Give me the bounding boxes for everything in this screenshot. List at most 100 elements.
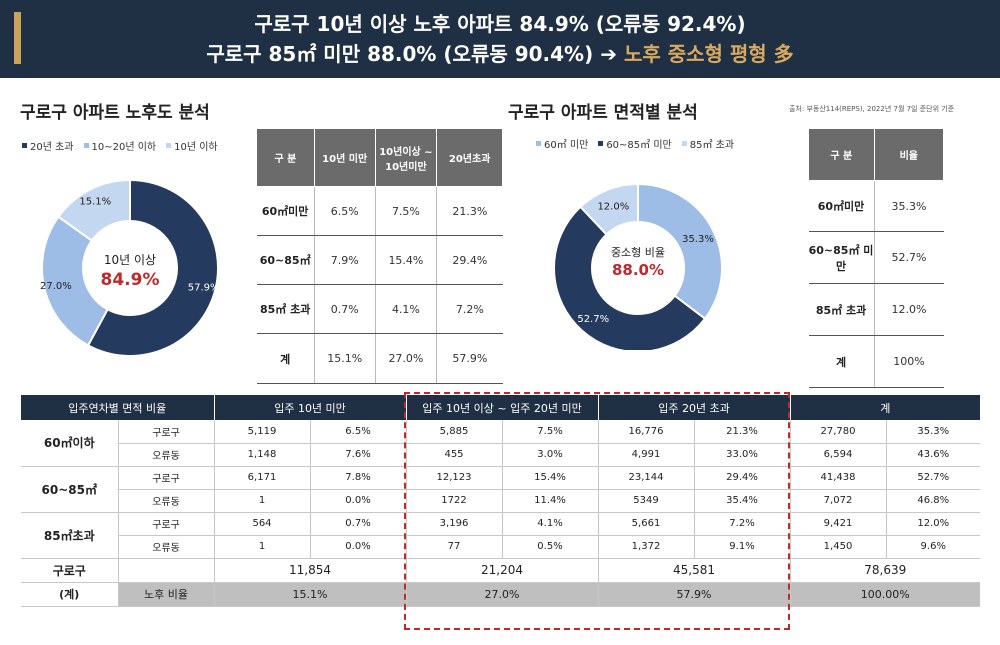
legend-item: 20년 초과 bbox=[22, 138, 74, 153]
slice-label: 15.1% bbox=[79, 196, 111, 207]
donut-slice bbox=[637, 182, 723, 321]
cell: 9.6% bbox=[885, 535, 980, 559]
cell: 52.7% bbox=[873, 231, 944, 284]
total-cell: 11,854 bbox=[213, 558, 406, 583]
total-cell: 21,204 bbox=[405, 558, 598, 583]
cell: 46.8% bbox=[885, 489, 980, 513]
legend-label: 20년 초과 bbox=[30, 142, 74, 153]
row-label: 60~85㎡ bbox=[256, 235, 315, 285]
slice-label: 35.3% bbox=[682, 234, 714, 245]
table-row: 60㎡미만 35.3% bbox=[808, 180, 944, 232]
cell: 5,119 bbox=[213, 420, 310, 444]
legend-item: 10~20년 이하 bbox=[83, 138, 157, 153]
total-cell: 45,581 bbox=[597, 558, 790, 583]
cell: 6,594 bbox=[789, 443, 886, 467]
slice-label: 27.0% bbox=[40, 281, 72, 292]
table-header: 입주연차별 면적 비율 bbox=[21, 395, 214, 420]
legend-swatch bbox=[22, 143, 27, 148]
table-row: 60㎡이하 구로구 5,119 6.5% 5,885 7.5% 16,776 21.3% 27,… bbox=[21, 420, 980, 467]
donut-center-value: 84.9% bbox=[101, 270, 160, 290]
table-header: 입주 20년 초과 bbox=[597, 395, 790, 420]
cell: 23,144 bbox=[597, 466, 694, 490]
left-legend: 20년 초과 10~20년 이하 10년 이하 bbox=[22, 138, 218, 153]
cell: 455 bbox=[405, 443, 502, 467]
cell: 9.1% bbox=[693, 535, 790, 559]
cell: 11.4% bbox=[501, 489, 598, 513]
cell: 33.0% bbox=[693, 443, 790, 467]
cell: 1 bbox=[213, 489, 310, 513]
table-row: 60㎡미만 6.5% 7.5% 21.3% bbox=[256, 186, 503, 236]
cell: 1,148 bbox=[213, 443, 310, 467]
ratio-cell: 27.0% bbox=[405, 582, 598, 607]
cell: 7,072 bbox=[789, 489, 886, 513]
table-row: 85㎡초과 구로구 564 0.7% 3,196 4.1% 5,661 7.2% 9,421 12… bbox=[21, 512, 980, 559]
ratio-label: (계) bbox=[21, 582, 118, 607]
cell: 41,438 bbox=[789, 466, 886, 490]
age-ratio-table: 구 분 10년 미만 10년이상 ~ 10년미만 20년초과 60㎡미만 6.5… bbox=[256, 128, 503, 384]
cell: 0.0% bbox=[309, 489, 406, 513]
table-header: 입주 10년 미만 bbox=[213, 395, 406, 420]
donut-slice bbox=[57, 178, 131, 243]
headline-highlight: 노후 중소형 평형 多 bbox=[623, 42, 794, 66]
row-label: 85㎡ 초과 bbox=[256, 284, 315, 334]
cell: 27.0% bbox=[374, 333, 437, 384]
cell: 52.7% bbox=[885, 466, 980, 490]
legend-item: 10년 이하 bbox=[166, 138, 218, 153]
region-label: 구로구 bbox=[117, 420, 214, 444]
cell: 0.0% bbox=[309, 535, 406, 559]
donut-slice bbox=[579, 182, 639, 236]
region-label: 오류동 bbox=[117, 535, 214, 559]
cell: 5349 bbox=[597, 489, 694, 513]
row-label: 계 bbox=[808, 335, 875, 388]
cell: 43.6% bbox=[885, 443, 980, 467]
cell: 7.8% bbox=[309, 466, 406, 490]
headline-line-2-main: 구로구 85㎡ 미만 88.0% (오류동 90.4%) ➔ bbox=[206, 42, 624, 66]
row-label: 60~85㎡ 미만 bbox=[808, 231, 875, 284]
row-label: 계 bbox=[256, 333, 315, 384]
donut-center-label: 10년 이상 bbox=[104, 253, 156, 267]
cell: 4.1% bbox=[374, 284, 437, 334]
ratio-row: (계) 노후 비율 15.1% 27.0% 57.9% 100.00% bbox=[21, 582, 980, 607]
table-header: 비율 bbox=[873, 128, 945, 181]
legend-item: 60㎡ 미만 bbox=[536, 136, 588, 151]
group-label: 60~85㎡ bbox=[21, 466, 118, 513]
cell: 12,123 bbox=[405, 466, 502, 490]
legend-label: 10년 이하 bbox=[174, 142, 218, 153]
right-section-title: 구로구 아파트 면적별 분석 bbox=[508, 98, 698, 127]
table-row: 계 15.1% 27.0% 57.9% bbox=[256, 333, 503, 384]
header-banner: 구로구 10년 이상 노후 아파트 84.9% (오류동 92.4%) 구로구 … bbox=[0, 0, 1000, 78]
legend-label: 10~20년 이하 bbox=[91, 142, 157, 153]
ratio-cell: 57.9% bbox=[597, 582, 790, 607]
cell: 0.7% bbox=[309, 512, 406, 536]
headline-line-1: 구로구 10년 이상 노후 아파트 84.9% (오류동 92.4%) bbox=[254, 12, 746, 36]
table-row: 85㎡ 초과 12.0% bbox=[808, 283, 944, 336]
cell: 7.2% bbox=[693, 512, 790, 536]
area-donut-chart: 35.3% 52.7% 12.0% 중소형 비율 88.0% bbox=[553, 182, 723, 350]
cell: 15.4% bbox=[374, 235, 437, 285]
cell: 7.5% bbox=[374, 186, 437, 236]
table-row: 오류동 1 0.0% 1722 11.4% 5349 35.4% 7,072 46.8% bbox=[21, 489, 980, 513]
table-row: 계 100% bbox=[808, 335, 944, 388]
cell: 4,991 bbox=[597, 443, 694, 467]
legend-label: 60~85㎡ 미만 bbox=[606, 140, 672, 151]
ratio-cell: 15.1% bbox=[213, 582, 406, 607]
table-header: 구 분 bbox=[808, 128, 875, 181]
ratio-sublabel: 노후 비율 bbox=[117, 582, 214, 607]
table-header: 10년이상 ~ 10년미만 bbox=[374, 128, 438, 187]
cell: 57.9% bbox=[436, 333, 503, 384]
empty-cell bbox=[117, 558, 214, 583]
cell: 564 bbox=[213, 512, 310, 536]
area-ratio-table: 구 분 비율 60㎡미만 35.3% 60~85㎡ 미만 52.7% 85㎡ 초… bbox=[808, 128, 945, 388]
total-row: 구로구 11,854 21,204 45,581 78,639 bbox=[21, 558, 980, 583]
table-row: 60~85㎡ 7.9% 15.4% 29.4% bbox=[256, 235, 503, 285]
region-label: 구로구 bbox=[117, 466, 214, 490]
cell: 3,196 bbox=[405, 512, 502, 536]
group-label: 60㎡이하 bbox=[21, 420, 118, 467]
row-label: 85㎡ 초과 bbox=[808, 283, 875, 336]
donut-slice bbox=[41, 215, 109, 347]
table-row: 85㎡ 초과 0.7% 4.1% 7.2% bbox=[256, 284, 503, 334]
cell: 1 bbox=[213, 535, 310, 559]
accent-bar bbox=[14, 12, 21, 64]
donut-center-value: 88.0% bbox=[612, 261, 664, 279]
cell: 29.4% bbox=[436, 235, 503, 285]
